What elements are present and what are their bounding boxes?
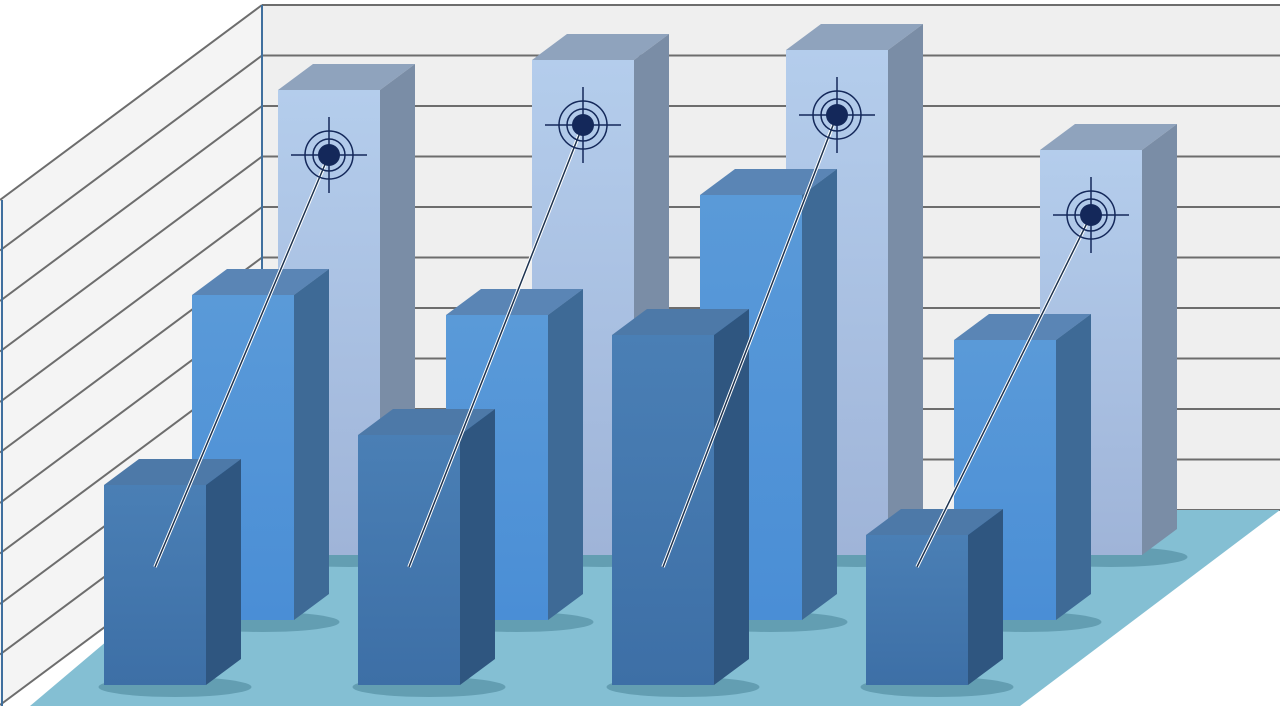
bar-top [612,309,749,335]
bar-top [358,409,495,435]
bars [98,24,1188,697]
grid-line-left [0,105,263,302]
bar [860,509,1014,697]
bar-side [294,269,329,620]
bar-front [866,535,968,685]
bar-side [1056,314,1091,620]
pointer-line [154,154,330,568]
bar-side [968,509,1003,685]
pointer-line [916,214,1092,568]
bar-side [802,169,837,620]
crosshair-target-icon [1053,177,1129,253]
bar [606,309,760,697]
markers [153,77,1129,568]
bar-top [192,269,329,295]
pointer-line [662,114,838,568]
bar-top [786,24,923,50]
grid-line-left [0,54,263,252]
bar-side [714,309,749,685]
bar [98,459,252,697]
grid-line-left [0,4,263,201]
bar-side [460,409,495,685]
bar-top [104,459,241,485]
bar-side [1142,124,1177,555]
bar-side [888,24,923,555]
bar-top [700,169,837,195]
bar-top [532,34,669,60]
bar-top [278,64,415,90]
bar-top [1040,124,1177,150]
bar-top [954,314,1091,340]
crosshair-target-icon [799,77,875,153]
bar-front [104,485,206,685]
bar-side [206,459,241,685]
crosshair-target-icon [545,87,621,163]
pointer-line [408,124,584,568]
grid-line-left [0,206,263,403]
bar [352,409,506,697]
grid-line-left [0,155,263,353]
bar-top [866,509,1003,535]
bar-front [612,335,714,685]
crosshair-target-icon [291,117,367,193]
bar-side [548,289,583,620]
